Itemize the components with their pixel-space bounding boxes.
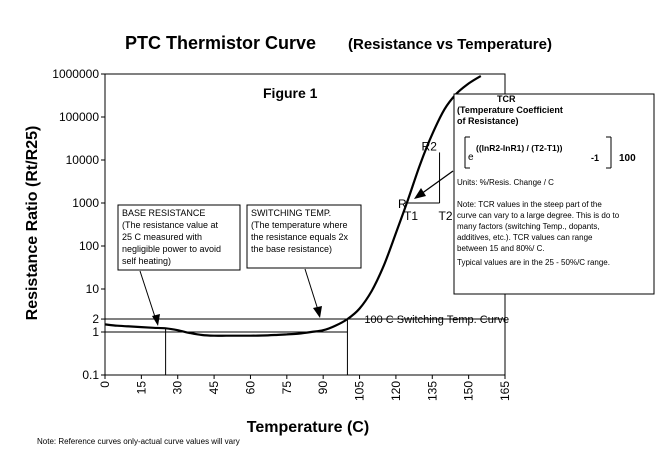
x-tick-label: 30 bbox=[171, 381, 185, 395]
x-tick-label: 15 bbox=[134, 381, 148, 395]
y-tick-label: 10 bbox=[86, 282, 100, 296]
y-tick-label: 2 bbox=[92, 312, 99, 326]
tcr-subheading: of Resistance) bbox=[457, 116, 519, 126]
x-tick-label: 45 bbox=[207, 381, 221, 395]
tcr-markers: R R2 T1 T2 bbox=[398, 139, 453, 223]
tcr-arrow-head bbox=[414, 188, 426, 199]
y-tick-label: 0.1 bbox=[82, 368, 99, 382]
x-tick-label: 0 bbox=[98, 381, 112, 388]
y-tick-label: 1000 bbox=[72, 196, 99, 210]
x-tick-label: 60 bbox=[243, 381, 257, 395]
tcr-note-line: additives, etc.). TCR values can range bbox=[457, 233, 593, 242]
curve-label: 100 C Switching Temp. Curve bbox=[364, 314, 509, 326]
footnote: Note: Reference curves only-actual curve… bbox=[37, 437, 240, 446]
base-resistance-line: self heating) bbox=[122, 256, 171, 266]
tcr-arrow-line bbox=[420, 170, 454, 195]
x-tick-label: 105 bbox=[353, 381, 367, 401]
tcr-note-line: many factors (switching Temp., dopants, bbox=[457, 222, 600, 231]
switching-temp-annotation: SWITCHING TEMP. (The temperature where t… bbox=[246, 204, 362, 269]
tcr-formula-base: e bbox=[468, 152, 474, 163]
switching-temp-arrow-head bbox=[313, 306, 322, 318]
tcr-t2-label: T2 bbox=[439, 209, 453, 223]
tcr-formula-minus: -1 bbox=[591, 153, 599, 163]
y-tick-label: 100000 bbox=[59, 110, 99, 124]
tcr-note-line: Note: TCR values in the steep part of th… bbox=[457, 200, 602, 209]
switching-temp-title: SWITCHING TEMP. bbox=[251, 208, 331, 218]
switching-temp-line: the base resistance) bbox=[251, 244, 332, 254]
y-axis: 0.1 12 10 100 1000 10000 100000 1000000 bbox=[52, 67, 105, 382]
tcr-formula-exponent: ((lnR2-lnR1) / (T2-T1)) bbox=[476, 143, 563, 153]
y-tick-label: 100 bbox=[79, 239, 99, 253]
chart-title: PTC Thermistor Curve bbox=[125, 33, 316, 53]
tcr-info-box: TCR (Temperature Coefficient of Resistan… bbox=[453, 93, 655, 295]
x-tick-label: 165 bbox=[498, 381, 512, 401]
x-tick-label: 90 bbox=[316, 381, 330, 395]
tcr-t1-label: T1 bbox=[404, 209, 418, 223]
tcr-r2-label: R2 bbox=[422, 139, 438, 153]
y-tick-label: 10000 bbox=[66, 153, 100, 167]
y-tick-label: 1000000 bbox=[52, 67, 99, 81]
switching-temp-line: (The temperature where bbox=[251, 220, 348, 230]
y-axis-title: Resistance Ratio (Rt/R25) bbox=[24, 126, 41, 321]
base-resistance-line: negligible power to avoid bbox=[122, 244, 221, 254]
x-tick-label: 75 bbox=[280, 381, 294, 395]
tcr-formula-multiplier: 100 bbox=[619, 153, 636, 164]
series-line-ptc-curve bbox=[104, 75, 482, 337]
switching-temp-line: the resistance equals 2x bbox=[251, 232, 349, 242]
tcr-subheading: (Temperature Coefficient bbox=[457, 105, 563, 115]
chart-subtitle: (Resistance vs Temperature) bbox=[348, 36, 552, 53]
base-resistance-annotation: BASE RESISTANCE (The resistance value at… bbox=[117, 204, 241, 271]
tcr-note-line: between 15 and 80%/ C. bbox=[457, 244, 545, 253]
tcr-typical: Typical values are in the 25 - 50%/C ran… bbox=[457, 258, 610, 267]
x-tick-label: 135 bbox=[425, 381, 439, 401]
tcr-note-line: curve can vary to a large degree. This i… bbox=[457, 211, 620, 220]
x-tick-label: 150 bbox=[462, 381, 476, 401]
base-resistance-title: BASE RESISTANCE bbox=[122, 208, 205, 218]
switching-temp-arrow-line bbox=[304, 268, 319, 311]
base-resistance-arrow-line bbox=[139, 270, 157, 321]
x-axis: 0 15 30 45 60 75 90 105 120 135 150 165 bbox=[98, 375, 512, 401]
tcr-r-label: R bbox=[398, 197, 407, 211]
x-tick-label: 120 bbox=[389, 381, 403, 401]
base-resistance-line: (The resistance value at bbox=[122, 220, 219, 230]
figure-label: Figure 1 bbox=[263, 85, 318, 101]
base-resistance-line: 25 C measured with bbox=[122, 232, 202, 242]
tcr-heading: TCR bbox=[497, 94, 516, 104]
x-axis-title: Temperature (C) bbox=[247, 419, 369, 436]
y-tick-label: 1 bbox=[92, 325, 99, 339]
base-resistance-arrow-head bbox=[152, 314, 160, 326]
tcr-units: Units: %/Resis. Change / C bbox=[457, 178, 554, 187]
